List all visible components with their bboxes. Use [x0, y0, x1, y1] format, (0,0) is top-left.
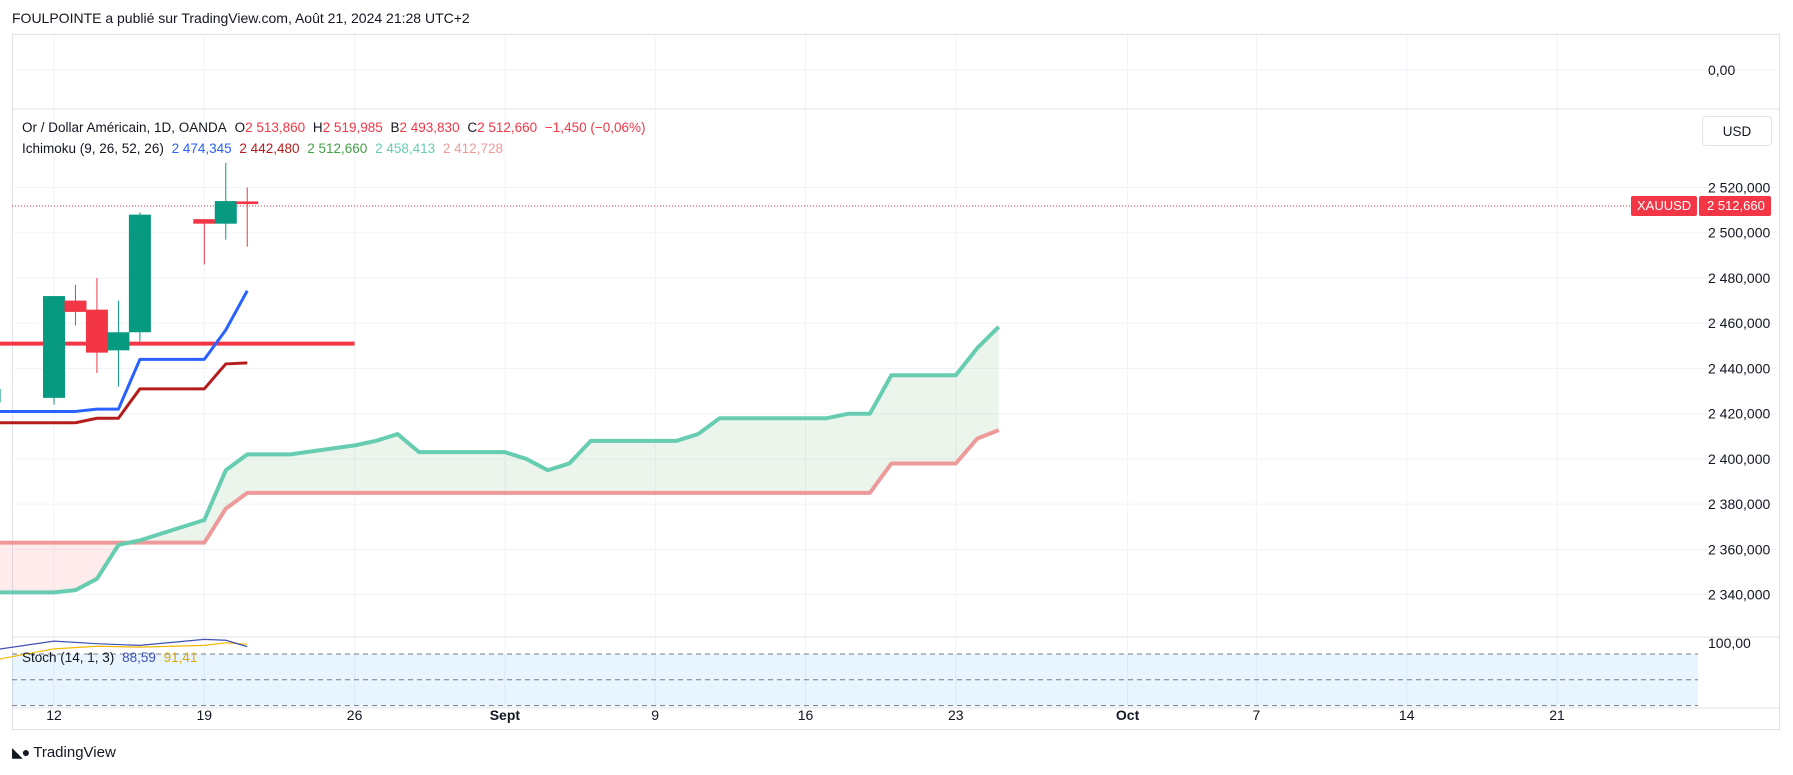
span-b-value: 2 412,728 — [442, 141, 503, 156]
kumo-bearish — [0, 542, 119, 593]
symbol-price-tag: XAUUSD — [1631, 196, 1698, 216]
open-label: O — [234, 120, 246, 135]
time-axis-label: Oct — [1116, 707, 1140, 723]
symbol-legend[interactable]: Or / Dollar Américain, 1D, OANDA O2 513,… — [22, 120, 650, 135]
tenkan-value: 2 474,345 — [171, 141, 232, 156]
time-axis-label: 14 — [1399, 707, 1415, 723]
price-axis-label: 2 460,000 — [1708, 315, 1770, 331]
top-pane-scale-label: 0,00 — [1708, 62, 1735, 78]
stoch-d-line — [0, 642, 248, 660]
low-value: 2 493,830 — [399, 120, 460, 135]
candles — [0, 162, 259, 405]
price-axis: 2 520,000 2 500,000 2 480,000 2 460,000 2 44… — [1708, 180, 1770, 603]
candle-body — [43, 296, 65, 398]
candle-body — [214, 201, 237, 224]
tenkan-sen-line — [0, 290, 249, 413]
time-axis-label: Sept — [490, 707, 521, 723]
price-axis-label: 2 420,000 — [1708, 406, 1770, 422]
publish-info: FOULPOINTE a publié sur TradingView.com,… — [12, 10, 470, 26]
kijun-sen-line — [0, 361, 248, 425]
ichimoku-lines — [0, 290, 1001, 595]
time-axis-label: 19 — [197, 707, 213, 723]
price-axis-label: 2 520,000 — [1708, 180, 1770, 196]
candle-body — [85, 309, 108, 353]
grid-lines — [12, 35, 1780, 708]
stoch-d-value: 91,41 — [163, 650, 198, 665]
kumo-cloud — [0, 326, 999, 593]
time-axis-label: 12 — [46, 707, 62, 723]
change-value: −1,450 (−0,06%) — [544, 120, 646, 135]
chikou-value: 2 512,660 — [307, 141, 368, 156]
senkou-span-a-line — [0, 325, 1001, 595]
logo-text: TradingView — [33, 744, 116, 761]
price-axis-label: 2 400,000 — [1708, 451, 1770, 467]
candle-body — [128, 214, 151, 333]
time-axis-label: 23 — [948, 707, 964, 723]
stoch-lines — [0, 638, 248, 660]
stoch-scale-label: 100,00 — [1708, 635, 1751, 651]
kumo-bullish — [118, 326, 999, 545]
price-axis-label: 2 500,000 — [1708, 225, 1770, 241]
low-label: B — [390, 120, 400, 135]
chart-frame — [12, 34, 1780, 730]
symbol-title[interactable]: Or / Dollar Américain, 1D, OANDA — [22, 120, 227, 135]
span-a-value: 2 458,413 — [375, 141, 436, 156]
candle-body — [107, 332, 130, 351]
time-axis-label: 16 — [798, 707, 814, 723]
price-axis-label: 2 340,000 — [1708, 587, 1770, 603]
stoch-legend[interactable]: Stoch (14, 1, 3) 88,59 91,41 — [22, 650, 201, 665]
close-label: C — [467, 120, 478, 135]
high-value: 2 519,985 — [322, 120, 383, 135]
time-axis-label: 21 — [1549, 707, 1565, 723]
price-axis-label: 2 440,000 — [1708, 360, 1770, 376]
time-axis-label: 7 — [1253, 707, 1261, 723]
price-axis-label: 2 380,000 — [1708, 496, 1770, 512]
time-axis-label: 26 — [347, 707, 363, 723]
ichimoku-title[interactable]: Ichimoku (9, 26, 52, 26) — [22, 141, 164, 156]
kijun-value: 2 442,480 — [239, 141, 300, 156]
last-price-tag: 2 512,660 — [1699, 196, 1771, 216]
price-axis-label: 2 480,000 — [1708, 270, 1770, 286]
stoch-k-line — [0, 638, 248, 650]
ichimoku-legend[interactable]: Ichimoku (9, 26, 52, 26) 2 474,345 2 442… — [22, 141, 507, 156]
tradingview-logo[interactable]: ◣● TradingView — [12, 744, 116, 761]
currency-button[interactable]: USD — [1702, 116, 1772, 146]
time-axis: 12 19 26 Sept 9 16 23 Oct 7 14 21 — [46, 707, 1565, 723]
tradingview-logo-icon: ◣● — [12, 744, 30, 760]
open-value: 2 513,860 — [245, 120, 306, 135]
candle-body — [193, 219, 216, 224]
senkou-span-b-line — [0, 428, 1000, 545]
price-axis-label: 2 360,000 — [1708, 541, 1770, 557]
candle-body — [64, 300, 87, 312]
stoch-pane — [12, 653, 1698, 707]
close-value: 2 512,660 — [477, 120, 538, 135]
stoch-k-value: 88,59 — [122, 650, 156, 665]
candle-body — [0, 388, 1, 403]
stoch-title[interactable]: Stoch (14, 1, 3) — [22, 650, 115, 665]
high-label: H — [312, 120, 323, 135]
candle-body — [236, 201, 259, 205]
time-axis-label: 9 — [651, 707, 659, 723]
